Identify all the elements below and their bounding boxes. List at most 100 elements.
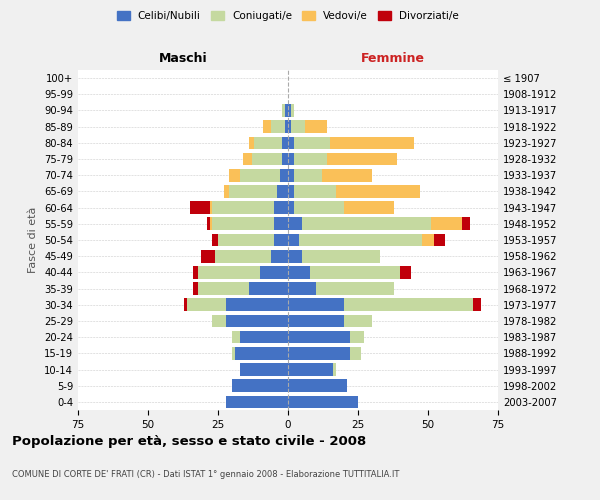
Bar <box>271 120 285 133</box>
Bar <box>232 331 241 344</box>
Bar <box>293 152 327 166</box>
Bar <box>293 169 322 181</box>
Bar <box>288 380 347 392</box>
Bar <box>288 250 302 262</box>
Bar <box>285 104 288 117</box>
Bar <box>199 282 249 295</box>
Bar <box>422 234 434 246</box>
Bar <box>288 120 291 133</box>
Bar <box>288 363 333 376</box>
Bar <box>274 234 288 246</box>
Bar <box>293 185 335 198</box>
Bar <box>212 314 226 328</box>
Bar <box>288 185 293 198</box>
Bar <box>229 169 241 181</box>
Bar <box>226 314 288 328</box>
Bar <box>316 282 394 295</box>
Bar <box>212 202 274 214</box>
Bar <box>280 169 288 181</box>
Bar <box>350 331 364 344</box>
Bar <box>473 298 481 311</box>
Bar <box>212 234 218 246</box>
Bar <box>291 104 293 117</box>
Bar <box>344 202 394 214</box>
Text: Maschi: Maschi <box>158 52 208 65</box>
Legend: Celibi/Nubili, Coniugati/e, Vedovi/e, Divorziati/e: Celibi/Nubili, Coniugati/e, Vedovi/e, Di… <box>113 7 463 26</box>
Bar <box>335 185 419 198</box>
Bar <box>333 363 335 376</box>
Bar <box>299 234 422 246</box>
Bar <box>322 169 372 181</box>
Bar <box>277 185 288 198</box>
Bar <box>271 250 288 262</box>
Bar <box>254 136 283 149</box>
Bar <box>215 250 271 262</box>
Bar <box>302 218 431 230</box>
Bar <box>434 234 445 246</box>
Bar <box>235 347 288 360</box>
Bar <box>461 218 470 230</box>
Bar <box>199 266 260 278</box>
Bar <box>344 314 372 328</box>
Bar <box>310 266 400 278</box>
Bar <box>288 234 299 246</box>
Bar <box>293 136 330 149</box>
Bar <box>193 282 199 295</box>
Bar <box>288 169 293 181</box>
Bar <box>209 218 212 230</box>
Bar <box>274 218 288 230</box>
Bar <box>241 331 288 344</box>
Text: COMUNE DI CORTE DE' FRATI (CR) - Dati ISTAT 1° gennaio 2008 - Elaborazione TUTTI: COMUNE DI CORTE DE' FRATI (CR) - Dati IS… <box>12 470 400 479</box>
Bar <box>232 347 235 360</box>
Bar <box>288 282 316 295</box>
Bar <box>288 347 350 360</box>
Bar <box>283 136 288 149</box>
Bar <box>288 152 293 166</box>
Bar <box>274 202 288 214</box>
Bar <box>260 266 288 278</box>
Bar <box>285 120 288 133</box>
Bar <box>283 104 285 117</box>
Bar <box>288 136 293 149</box>
Bar <box>232 380 288 392</box>
Bar <box>187 298 226 311</box>
Bar <box>288 314 344 328</box>
Bar <box>226 298 288 311</box>
Bar <box>400 266 411 278</box>
Bar <box>249 136 254 149</box>
Bar <box>251 152 283 166</box>
Bar <box>218 234 274 246</box>
Text: Popolazione per età, sesso e stato civile - 2008: Popolazione per età, sesso e stato civil… <box>12 435 366 448</box>
Bar <box>344 298 473 311</box>
Bar <box>291 120 305 133</box>
Bar <box>330 136 414 149</box>
Bar <box>288 396 358 408</box>
Bar <box>283 152 288 166</box>
Bar <box>207 218 209 230</box>
Bar <box>431 218 461 230</box>
Bar <box>249 282 288 295</box>
Bar <box>229 185 277 198</box>
Bar <box>288 266 310 278</box>
Bar <box>327 152 397 166</box>
Bar <box>288 331 350 344</box>
Bar <box>243 152 251 166</box>
Bar <box>209 202 212 214</box>
Y-axis label: Fasce di età: Fasce di età <box>28 207 38 273</box>
Bar <box>263 120 271 133</box>
Bar <box>288 218 302 230</box>
Bar <box>302 250 380 262</box>
Bar <box>224 185 229 198</box>
Bar <box>288 202 293 214</box>
Text: Femmine: Femmine <box>361 52 425 65</box>
Bar <box>241 363 288 376</box>
Bar <box>288 104 291 117</box>
Bar <box>201 250 215 262</box>
Bar <box>212 218 274 230</box>
Bar <box>305 120 327 133</box>
Bar <box>193 266 199 278</box>
Bar <box>226 396 288 408</box>
Bar <box>184 298 187 311</box>
Bar <box>293 202 344 214</box>
Bar <box>241 169 280 181</box>
